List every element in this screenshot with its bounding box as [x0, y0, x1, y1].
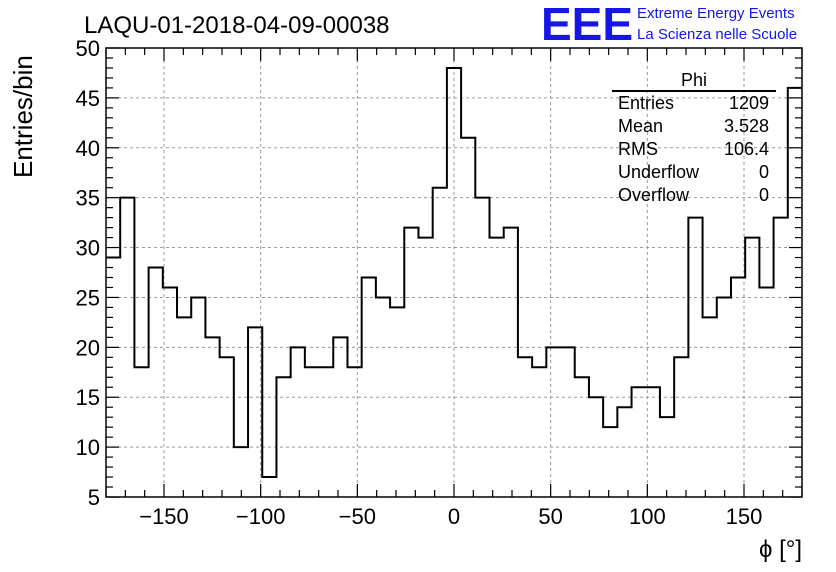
x-tick-label: −100 — [236, 504, 286, 529]
stats-row-label: Entries — [618, 93, 674, 113]
stats-row-label: Underflow — [618, 162, 700, 182]
stats-row-label: Overflow — [618, 185, 690, 205]
histogram-line — [106, 66, 802, 479]
logo-line2: La Scienza nelle Scuole — [637, 26, 797, 43]
x-tick-label: 150 — [726, 504, 763, 529]
y-tick-label: 50 — [76, 36, 100, 61]
y-tick-label: 30 — [76, 236, 100, 261]
y-tick-label: 25 — [76, 285, 100, 310]
y-tick-label: 10 — [76, 435, 100, 460]
y-axis-label: Entries/bin — [8, 55, 38, 178]
stats-row-label: Mean — [618, 116, 663, 136]
eee-logo: EEE Extreme Energy Events La Scienza nel… — [541, 0, 797, 50]
chart-title: LAQU-01-2018-04-09-00038 — [84, 12, 390, 39]
stats-row-value: 1209 — [729, 93, 769, 113]
x-tick-label: −150 — [139, 504, 189, 529]
axes: −150 −100 −50 0 50 100 150 5 10 15 20 25 30 35 40 45 50 — [76, 36, 803, 529]
logo-line1: Extreme Energy Events — [637, 5, 795, 22]
logo-mark: EEE — [541, 0, 633, 50]
x-tick-label: 100 — [629, 504, 666, 529]
x-tick-label: −50 — [339, 504, 376, 529]
y-tick-label: 5 — [88, 485, 100, 510]
stats-row-value: 3.528 — [724, 116, 769, 136]
stats-row-value: 0 — [759, 162, 769, 182]
y-tick-label: 35 — [76, 186, 100, 211]
y-tick-label: 20 — [76, 335, 100, 360]
grid-lines — [106, 48, 802, 497]
stats-box: Phi Entries 1209 Mean 3.528 RMS 106.4 Underflo… — [612, 70, 776, 205]
x-tick-label: 50 — [538, 504, 562, 529]
x-axis-label: ϕ [°] — [759, 536, 802, 563]
stats-row-value: 0 — [759, 185, 769, 205]
stats-title: Phi — [681, 70, 707, 90]
y-tick-label: 15 — [76, 385, 100, 410]
stats-row-label: RMS — [618, 139, 658, 159]
histogram-series — [106, 66, 802, 479]
y-tick-label: 40 — [76, 136, 100, 161]
x-tick-label: 0 — [448, 504, 460, 529]
y-tick-label: 45 — [76, 86, 100, 111]
stats-row-value: 106.4 — [724, 139, 769, 159]
